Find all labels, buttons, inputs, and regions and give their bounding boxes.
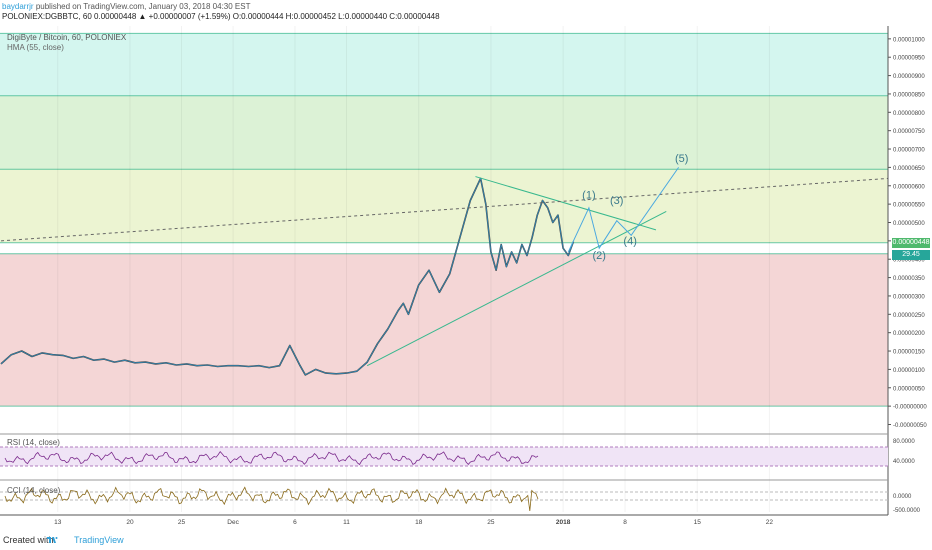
publish-line: baydarrjr published on TradingView.com, …: [2, 2, 250, 12]
y-tick-label-10: 0.00000500: [893, 221, 925, 227]
x-tick-label-7: 25: [487, 519, 495, 526]
last-price-tag: 0.00000448: [892, 238, 930, 248]
x-tick-label-3: Dec: [227, 519, 239, 526]
y-tick-label-18: 0.00000100: [893, 368, 925, 374]
x-tick-label-9: 8: [623, 519, 627, 526]
x-tick-label-4: 6: [293, 519, 297, 526]
y-tick-label-8: 0.00000600: [893, 184, 925, 190]
trendline-0: [366, 211, 667, 367]
tradingview-brand[interactable]: TradingView: [74, 535, 124, 545]
y-tick-label-7: 0.00000650: [893, 166, 925, 172]
y-tick-label-6: 0.00000700: [893, 148, 925, 154]
y-tick-label-21: -0.00000050: [893, 423, 927, 429]
cci-tick-label-1: -500.0000: [893, 508, 921, 514]
y-tick-label-15: 0.00000250: [893, 313, 925, 319]
wave-label-4: (4): [623, 236, 636, 248]
hma-legend[interactable]: HMA (55, close): [7, 43, 64, 52]
y-tick-label-3: 0.00000850: [893, 92, 925, 98]
y-tick-label-20: -0.00000000: [893, 405, 927, 411]
published-text: published on TradingView.com, January 03…: [35, 2, 251, 11]
y-tick-label-9: 0.00000550: [893, 203, 925, 209]
footer: Created with TradingView: [3, 535, 124, 545]
y-tick-label-14: 0.00000300: [893, 294, 925, 300]
x-tick-label-2: 25: [178, 519, 186, 526]
wave-label-1: (1): [582, 190, 595, 202]
trendline-2: [0, 177, 889, 242]
y-tick-label-2: 0.00000900: [893, 74, 925, 80]
x-tick-label-11: 22: [766, 519, 774, 526]
x-tick-label-5: 11: [343, 519, 350, 526]
x-tick-label-8: 2018: [556, 519, 571, 526]
created-with-text: Created with: [3, 535, 54, 545]
x-tick-label-6: 18: [415, 519, 423, 526]
rsi-tick-label-0: 80.0000: [893, 439, 915, 445]
y-tick-label-5: 0.00000750: [893, 129, 925, 135]
zone-cyan: [0, 33, 888, 96]
cci-line: [4, 486, 539, 512]
x-tick-label-10: 15: [694, 519, 702, 526]
zone-red: [0, 253, 888, 407]
wave-projection: [567, 167, 680, 253]
symbol-legend[interactable]: DigiByte / Bitcoin, 60, POLONIEX: [7, 33, 127, 42]
cci-tick-label-0: 0.0000: [893, 494, 912, 500]
rsi-value-tag: 29.45: [892, 250, 930, 260]
x-tick-label-1: 20: [126, 519, 134, 526]
quote-line: POLONIEX:DGBBTC, 60 0.00000448 ▲ +0.0000…: [2, 12, 440, 21]
y-tick-label-19: 0.00000050: [893, 386, 925, 392]
zone-yellow: [0, 169, 888, 243]
y-tick-label-17: 0.00000150: [893, 350, 925, 356]
wave-label-2: (2): [592, 250, 605, 262]
y-tick-label-12: 0.00000400: [893, 258, 925, 264]
rsi-tick-label-1: 40.0000: [893, 459, 915, 465]
tradingview-logo-icon: [47, 537, 58, 543]
rsi-line: [4, 450, 539, 466]
hma-line: [0, 177, 574, 376]
y-tick-label-1: 0.00000950: [893, 56, 925, 62]
wave-label-3: (3): [610, 195, 623, 207]
wave-label-5: (5): [675, 153, 688, 165]
cci-legend[interactable]: CCI (14, close): [7, 486, 61, 495]
trendline-1: [475, 176, 657, 231]
x-tick-label-0: 13: [54, 519, 62, 526]
zone-green: [0, 95, 888, 170]
author-link[interactable]: baydarrjr: [2, 2, 34, 11]
y-tick-label-4: 0.00000800: [893, 111, 925, 117]
rsi-band: [0, 447, 888, 466]
y-tick-label-16: 0.00000200: [893, 331, 925, 337]
y-tick-label-13: 0.00000350: [893, 276, 925, 282]
rsi-legend[interactable]: RSI (14, close): [7, 438, 60, 447]
y-tick-label-0: 0.00001000: [893, 37, 925, 43]
